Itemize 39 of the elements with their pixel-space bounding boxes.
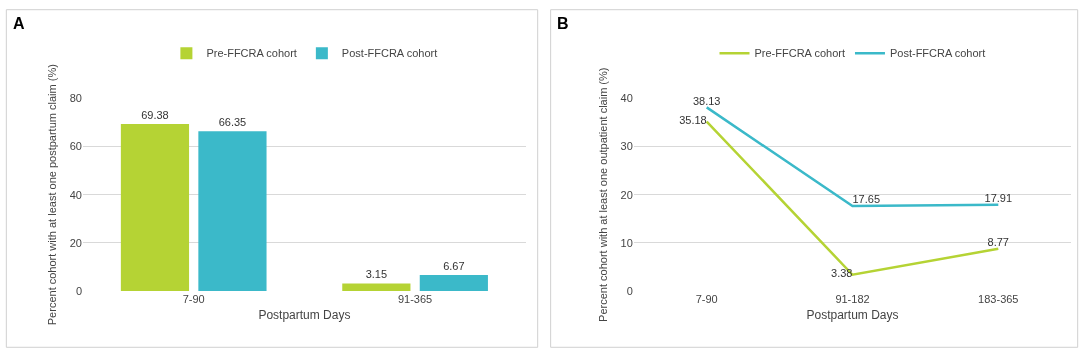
y-axis-title: Percent cohort with at least one postpartum claim (%) (46, 64, 59, 326)
legend-label: Post-FFCRA cohort (341, 47, 438, 60)
y-tick-label: 20 (620, 188, 633, 201)
data-label: 69.38 (141, 108, 169, 121)
bar (120, 123, 190, 292)
data-label: 66.35 (218, 116, 247, 129)
y-tick-label: 40 (69, 188, 82, 201)
y-tick-label: 0 (626, 284, 633, 297)
x-tick-label: 7-90 (695, 293, 718, 306)
chart-title: B (557, 15, 569, 32)
y-tick-label: 40 (620, 92, 633, 105)
bar (342, 283, 411, 292)
legend-label: Pre-FFCRA cohort (754, 47, 845, 60)
legend-label: Pre-FFCRA cohort (206, 47, 297, 60)
x-tick-label: 7-90 (182, 293, 205, 306)
y-axis-title: Percent cohort with at least one outpatient claim (%) (597, 67, 610, 322)
chart-title: A (13, 15, 25, 32)
y-tick-label: 20 (69, 236, 82, 249)
data-label: 8.77 (987, 236, 1010, 249)
bar (419, 274, 488, 292)
x-axis-title: Postpartum Days (258, 307, 351, 322)
x-tick-label: 91-182 (835, 293, 870, 306)
data-label: 6.67 (443, 259, 465, 272)
x-axis-title: Postpartum Days (806, 307, 899, 322)
x-tick-label: 183-365 (978, 293, 1019, 306)
data-label: 17.91 (984, 192, 1013, 205)
y-tick-label: 80 (69, 92, 82, 105)
legend-label: Post-FFCRA cohort (889, 47, 986, 60)
x-tick-label: 91-365 (397, 293, 433, 306)
y-tick-label: 60 (69, 140, 82, 153)
y-tick-label: 0 (75, 284, 82, 297)
bar (198, 131, 267, 292)
y-tick-label: 30 (620, 140, 633, 153)
data-label: 3.15 (365, 268, 388, 281)
data-label: 17.65 (852, 193, 881, 206)
data-label: 3.38 (831, 267, 853, 280)
data-label: 35.18 (679, 114, 707, 127)
y-tick-label: 10 (620, 236, 633, 249)
data-label: 38.13 (692, 94, 721, 107)
